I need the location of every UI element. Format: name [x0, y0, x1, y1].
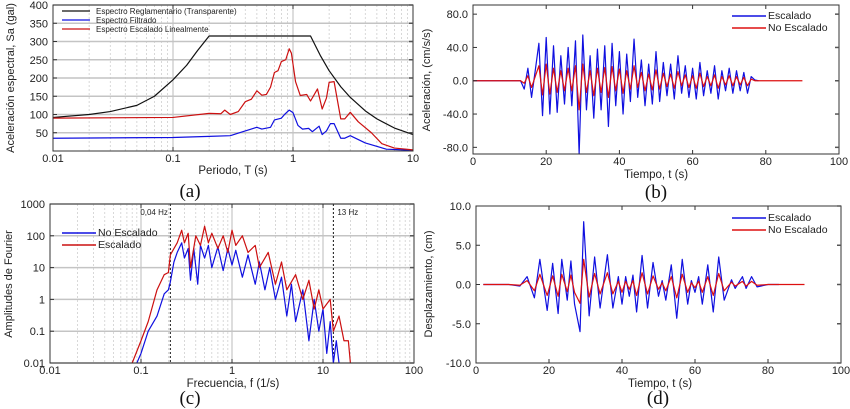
x-tick-label: 0.1 [165, 153, 180, 165]
x-tick-label: 100 [832, 365, 850, 377]
y-tick-label: 50 [36, 128, 48, 140]
x-tick-label: 100 [405, 365, 423, 377]
y-tick-label: 150 [30, 91, 48, 103]
y-tick-label: 80.0 [447, 9, 468, 21]
y-tick-label: 0.0 [456, 280, 471, 292]
y-tick-label: -10.0 [446, 358, 471, 370]
x-tick-label: 1 [290, 153, 296, 165]
x-tick-label: 60 [689, 365, 701, 377]
x-axis-label: Frecuencia, f (1/s) [187, 378, 280, 390]
x-tick-label: 0 [473, 365, 479, 377]
y-tick-label: 0.01 [24, 358, 45, 370]
y-tick-label: 5.0 [456, 240, 471, 252]
series-line-espectro-reglamentario [52, 35, 414, 136]
x-tick-label: 80 [760, 156, 772, 168]
annotation-label: 13 Hz [337, 208, 358, 217]
x-tick-label: 10 [317, 365, 329, 377]
chart-b: 0 20 40 60 80 100 80.0 40.0 0.0 -40.0 -80.0 Tiempo,… [421, 4, 848, 203]
x-axis-label: Periodo, T (s) [198, 165, 267, 177]
subfigure-caption: (a) [179, 181, 200, 202]
y-tick-label: 0.1 [30, 326, 45, 338]
x-axis-label: Tiempo, t (s) [628, 378, 692, 390]
y-axis-label: Aceleración, (cm/s/s) [421, 29, 433, 132]
y-tick-label: 40.0 [447, 42, 468, 54]
y-axis-label: Aceleración espectral, Sa (gal) [5, 3, 17, 153]
x-tick-label: 0.1 [133, 365, 148, 377]
x-tick-label: 0.01 [42, 153, 63, 165]
x-tick-label: 1 [229, 365, 235, 377]
y-axis-label: Desplazamiento, (cm) [423, 231, 435, 338]
chart-d: 0 20 40 60 80 100 10.0 5.0 0.0 -5.0 -10.0 Tiempo, t… [423, 201, 850, 409]
x-tick-label: 10 [407, 153, 419, 165]
legend-label: Escalado [768, 212, 811, 224]
subfigure-caption: (b) [645, 182, 667, 203]
x-tick-label: 80 [762, 365, 774, 377]
y-tick-label: 10.0 [450, 201, 471, 213]
y-tick-label: 100 [30, 110, 48, 122]
x-axis-label: Tiempo, t (s) [624, 169, 688, 181]
y-tick-label: 400 [30, 0, 48, 12]
x-tick-label: 100 [830, 156, 848, 168]
chart-c: 0,04 Hz 13 Hz 0.01 0.1 1 10 100 0.01 0.1 1 10 100 10… [3, 199, 423, 409]
y-tick-label: -40.0 [443, 109, 468, 121]
chart-a: 0.01 0.1 1 10 50 100 150 200 250 300 350 400 Periodo… [5, 0, 419, 202]
series-line-escalado [131, 225, 351, 364]
series-line-no-escalado [483, 258, 805, 304]
series-line-escalado [483, 221, 779, 333]
series-line-espectro-escalado [52, 48, 414, 151]
legend-label: Escalado [98, 239, 141, 251]
y-tick-label: 100 [27, 231, 45, 243]
subfigure-caption: (c) [179, 388, 200, 409]
plot-frame [472, 4, 840, 155]
x-tick-label: 40 [613, 156, 625, 168]
y-axis-label: Amplitudes de Fourier [3, 230, 15, 338]
legend-label: Espectro Filtrado [96, 16, 157, 25]
legend: Espectro Reglamentario (Transparente)Esp… [62, 7, 237, 34]
series-line-no-escalado [473, 63, 803, 111]
x-tick-label: 40 [616, 365, 628, 377]
series-line-no-escalado [136, 242, 340, 364]
legend-label: No Escalado [768, 22, 828, 34]
y-tick-label: 10 [33, 263, 45, 275]
y-tick-label: 200 [30, 73, 48, 85]
legend-label: Espectro Reglamentario (Transparente) [96, 7, 237, 16]
y-tick-label: 1 [39, 294, 45, 306]
legend-label: No Escalado [98, 227, 158, 239]
y-tick-label: -80.0 [443, 142, 468, 154]
x-tick-label: 60 [686, 156, 698, 168]
x-tick-label: 20 [540, 156, 552, 168]
y-tick-label: 1000 [21, 199, 45, 211]
y-tick-label: 350 [30, 18, 48, 30]
y-tick-label: 300 [30, 37, 48, 49]
x-tick-label: 0 [470, 156, 476, 168]
x-tick-label: 0.01 [39, 365, 60, 377]
annotation-label: 0,04 Hz [140, 208, 168, 217]
legend-label: Espectro Escalado Linealmente [96, 25, 209, 34]
series-line-espectro-filtrado [52, 109, 414, 151]
x-tick-label: 20 [543, 365, 555, 377]
series-line-escalado [473, 34, 759, 155]
y-tick-label: 250 [30, 55, 48, 67]
legend-label: Escalado [768, 10, 811, 22]
y-tick-label: 0.0 [453, 76, 468, 88]
y-tick-label: -5.0 [452, 319, 471, 331]
legend-label: No Escalado [768, 224, 828, 236]
subfigure-caption: (d) [647, 388, 669, 409]
